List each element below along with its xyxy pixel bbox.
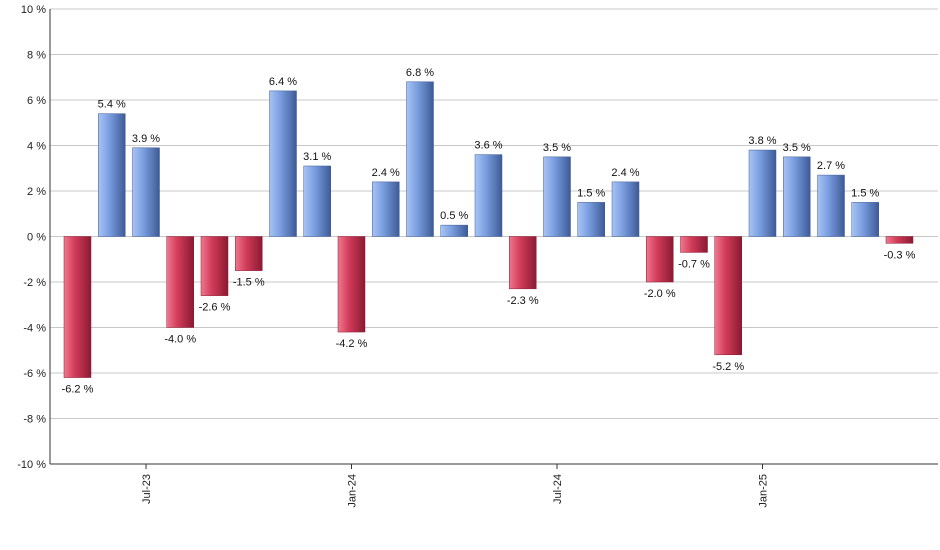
bar-value-label: 2.4 %: [611, 167, 639, 179]
bar-value-label: -2.6 %: [199, 302, 231, 314]
bar: [98, 113, 126, 237]
bar-value-label: 3.8 %: [748, 135, 776, 147]
x-tick-label: Jul-23: [141, 474, 153, 504]
bar-value-label: 2.7 %: [817, 160, 845, 172]
bar-value-label: 3.1 %: [303, 151, 331, 163]
bar: [577, 202, 605, 237]
bar-value-label: -0.7 %: [678, 258, 710, 270]
bar-value-label: 2.4 %: [372, 167, 400, 179]
bar-value-label: -2.0 %: [644, 288, 676, 300]
bar: [748, 149, 777, 237]
y-tick-label: -4 %: [23, 323, 46, 335]
y-tick-label: 8 %: [27, 50, 46, 62]
bar-value-label: -4.0 %: [164, 334, 196, 346]
bar-value-label: 3.6 %: [474, 140, 502, 152]
bar: [646, 236, 674, 283]
bar: [406, 81, 434, 237]
y-tick-label: 0 %: [27, 232, 46, 244]
bar: [269, 90, 297, 237]
bar-value-label: 1.5 %: [577, 187, 605, 199]
bar-value-label: 6.8 %: [406, 67, 434, 79]
x-tick-label: Jan-24: [347, 474, 359, 508]
x-tick-label: Jan-25: [758, 474, 770, 508]
y-tick-label: -6 %: [23, 368, 46, 380]
y-tick-label: -8 %: [23, 414, 46, 426]
bar: [166, 236, 194, 328]
bar: [63, 236, 92, 378]
bar: [817, 174, 845, 237]
axes: -10 % -8 % -6 % -4 % -2 % 0 % 2 % 4 % 6 % 8 % 10 %…: [17, 4, 938, 508]
bar-value-label: -2.3 %: [507, 295, 539, 307]
bar: [885, 236, 914, 244]
y-tick-label: 10 %: [21, 4, 46, 16]
bar: [474, 154, 503, 237]
bar: [303, 165, 331, 237]
bar-value-label: -5.2 %: [712, 361, 744, 373]
bar-value-label: 1.5 %: [851, 187, 879, 199]
bar: [851, 202, 879, 237]
bar-value-label: 3.9 %: [132, 133, 160, 145]
bar-value-label: 3.5 %: [543, 142, 571, 154]
bar: [611, 181, 640, 237]
bar-value-label: 6.4 %: [269, 76, 297, 88]
bar: [714, 236, 742, 356]
bar-value-label: 0.5 %: [440, 210, 468, 222]
bar: [509, 236, 537, 290]
x-tick-label: Jul-24: [552, 474, 564, 504]
bar: [680, 236, 708, 253]
bar: [543, 156, 571, 237]
data-labels: -6.2 % 5.4 % 3.9 % -4.0 % -2.6 % -1.5 % 6.4 % 3…: [62, 67, 916, 396]
bars: [63, 81, 914, 378]
bar: [200, 236, 229, 296]
y-tick-label: -2 %: [23, 277, 46, 289]
bar: [235, 236, 263, 271]
y-tick-label: 6 %: [27, 95, 46, 107]
y-tick-label: -10 %: [17, 459, 46, 471]
bar-value-label: -6.2 %: [62, 384, 94, 396]
bar-value-label: -0.3 %: [884, 249, 916, 261]
bar: [440, 224, 468, 237]
bar: [372, 181, 400, 237]
y-tick-label: 4 %: [27, 141, 46, 153]
bar-value-label: 5.4 %: [98, 99, 126, 111]
bar: [132, 147, 160, 237]
bar-value-label: 3.5 %: [783, 142, 811, 154]
bar: [783, 156, 811, 237]
bar: [337, 236, 366, 333]
y-tick-label: 2 %: [27, 186, 46, 198]
bar-value-label: -4.2 %: [336, 338, 368, 350]
bar-value-label: -1.5 %: [233, 277, 265, 289]
